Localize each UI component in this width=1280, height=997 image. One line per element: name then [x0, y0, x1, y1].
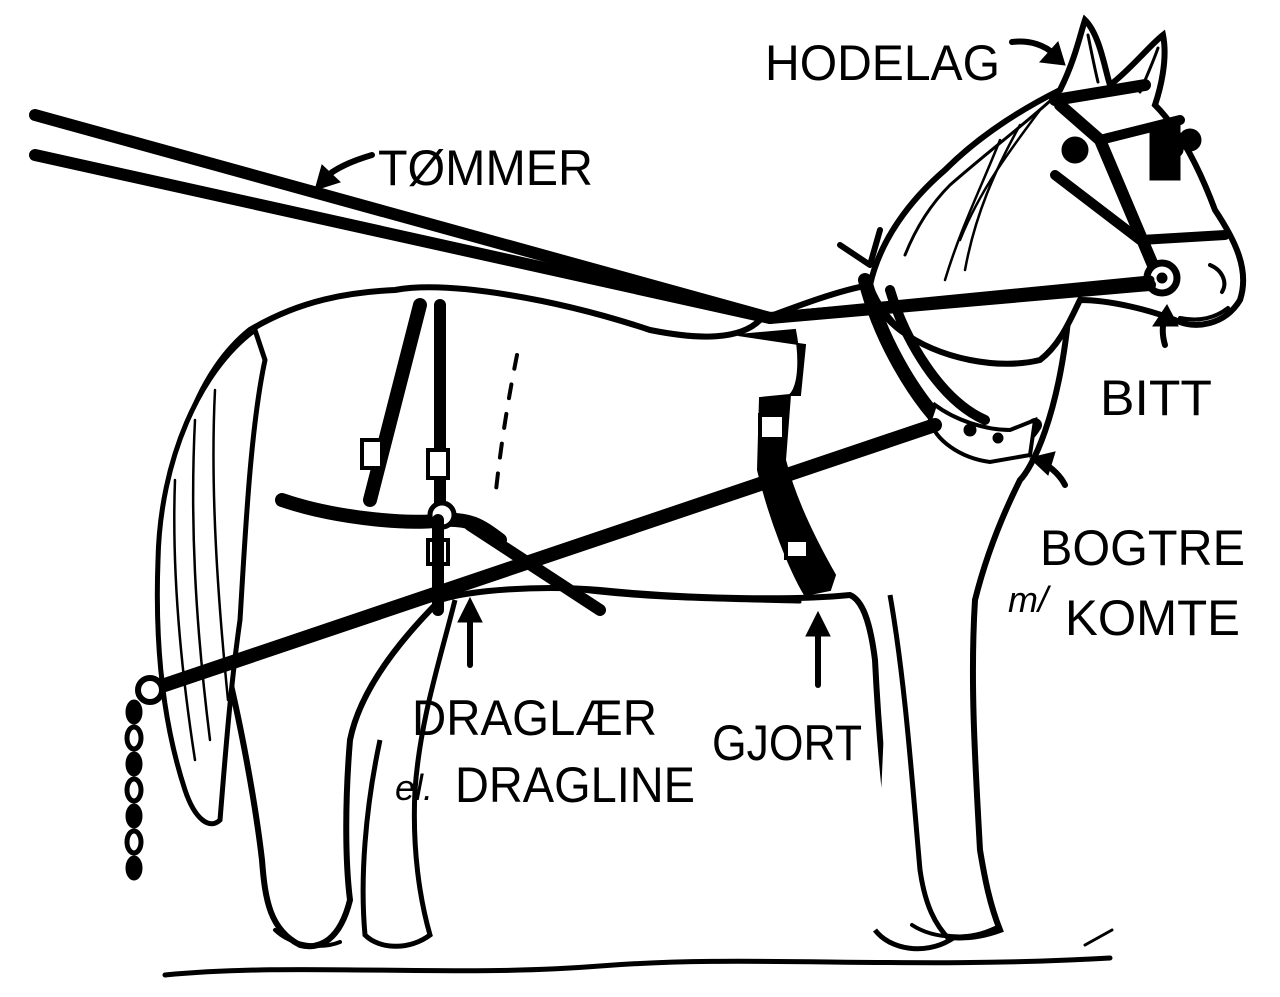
- arrow-draglaer: [457, 596, 483, 668]
- arrow-gjort: [805, 610, 831, 688]
- label-draglaer: DRAGLÆR: [412, 690, 657, 746]
- reins: [29, 109, 1156, 324]
- bridle-straps: [1049, 79, 1230, 276]
- saddle-pad: [737, 328, 837, 597]
- label-draglaer-prefix: el.: [395, 767, 433, 808]
- arrow-bogtre: [1028, 451, 1068, 488]
- label-bitt: BITT: [1100, 370, 1212, 426]
- label-tommer: TØMMER: [378, 140, 593, 196]
- horse-tail: [154, 325, 268, 827]
- arrow-tommer: [314, 152, 375, 191]
- trace-chain: [124, 699, 144, 881]
- label-bogtre-prefix: m/: [1008, 579, 1052, 620]
- arrow-bitt: [1152, 304, 1179, 348]
- arrow-hodelag: [1009, 38, 1066, 66]
- ground-line: [162, 928, 1114, 978]
- trace: [135, 418, 942, 705]
- label-dragline: DRAGLINE: [455, 757, 695, 813]
- label-komte: KOMTE: [1065, 590, 1240, 646]
- label-hodelag: HODELAG: [765, 35, 1000, 91]
- label-gjort: GJORT: [712, 715, 862, 771]
- body-shading: [493, 353, 519, 502]
- label-bogtre: BOGTRE: [1040, 520, 1245, 576]
- collar: [837, 227, 1042, 465]
